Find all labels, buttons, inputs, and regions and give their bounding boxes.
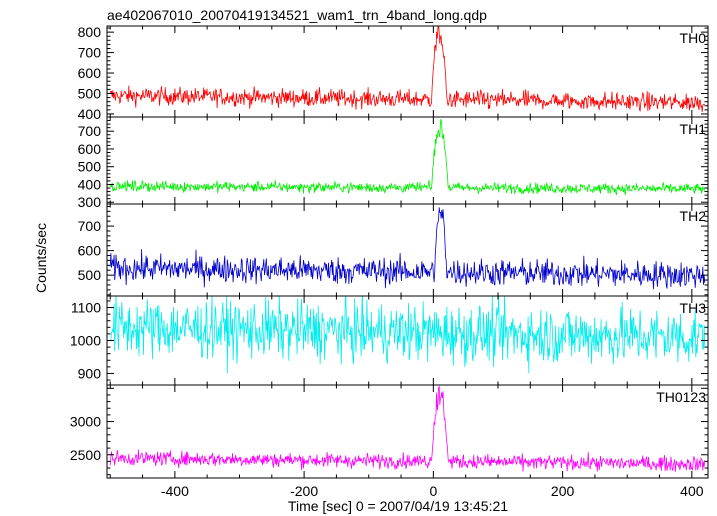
panel-label-th0: TH0 [680, 30, 707, 46]
panel-label-th0123: TH0123 [656, 389, 706, 405]
panel-label-th3: TH3 [680, 300, 707, 316]
y-tick-label: 1000 [70, 333, 101, 349]
series-line-th3 [109, 296, 706, 374]
panel-label-th1: TH1 [680, 121, 707, 137]
panel-frame [106, 116, 709, 205]
x-tick-label: -400 [161, 483, 189, 499]
series-line-th1 [109, 118, 706, 196]
panel-frame [106, 384, 709, 479]
chart-title: ae402067010_20070419134521_wam1_trn_4ban… [107, 7, 487, 23]
y-tick-label: 900 [78, 365, 102, 381]
y-tick-label: 800 [78, 24, 102, 40]
panel-th0: 400 500 600 700 800 TH0 [78, 24, 709, 122]
series-line-th2 [109, 207, 706, 290]
y-tick-label: 500 [78, 267, 102, 283]
y-tick-label: 1100 [71, 300, 101, 316]
y-tick-label: 2500 [70, 447, 101, 463]
x-tick-label: -200 [290, 483, 318, 499]
y-tick-label: 300 [78, 194, 102, 210]
x-axis-label: Time [sec] 0 = 2007/04/19 13:45:21 [288, 498, 508, 514]
y-tick-label: 600 [78, 141, 102, 157]
y-tick-label: 400 [78, 176, 102, 192]
panel-th0123: 2500 3000 TH0123 [70, 384, 709, 479]
y-tick-label: 600 [78, 243, 102, 259]
panel-frame [106, 203, 709, 297]
x-tick-label: 0 [429, 483, 437, 499]
series-line-th0123 [109, 385, 706, 472]
panel-th3: 900 1000 1100 TH3 [70, 295, 709, 386]
y-tick-label: 600 [78, 65, 102, 81]
y-tick-label: 500 [78, 85, 102, 101]
panel-label-th2: TH2 [680, 208, 707, 224]
panel-th2: 500 600 700 TH2 [78, 203, 709, 297]
y-tick-label: 400 [78, 106, 102, 122]
y-tick-label: 700 [78, 45, 102, 61]
series-line-th0 [109, 26, 706, 112]
x-tick-label: 400 [680, 483, 704, 499]
y-axis-label: Counts/sec [33, 223, 49, 293]
y-tick-label: 700 [78, 218, 102, 234]
y-tick-label: 700 [78, 123, 102, 139]
x-tick-label: 200 [551, 483, 575, 499]
y-tick-label: 3000 [70, 414, 101, 430]
y-tick-label: 500 [78, 159, 102, 175]
